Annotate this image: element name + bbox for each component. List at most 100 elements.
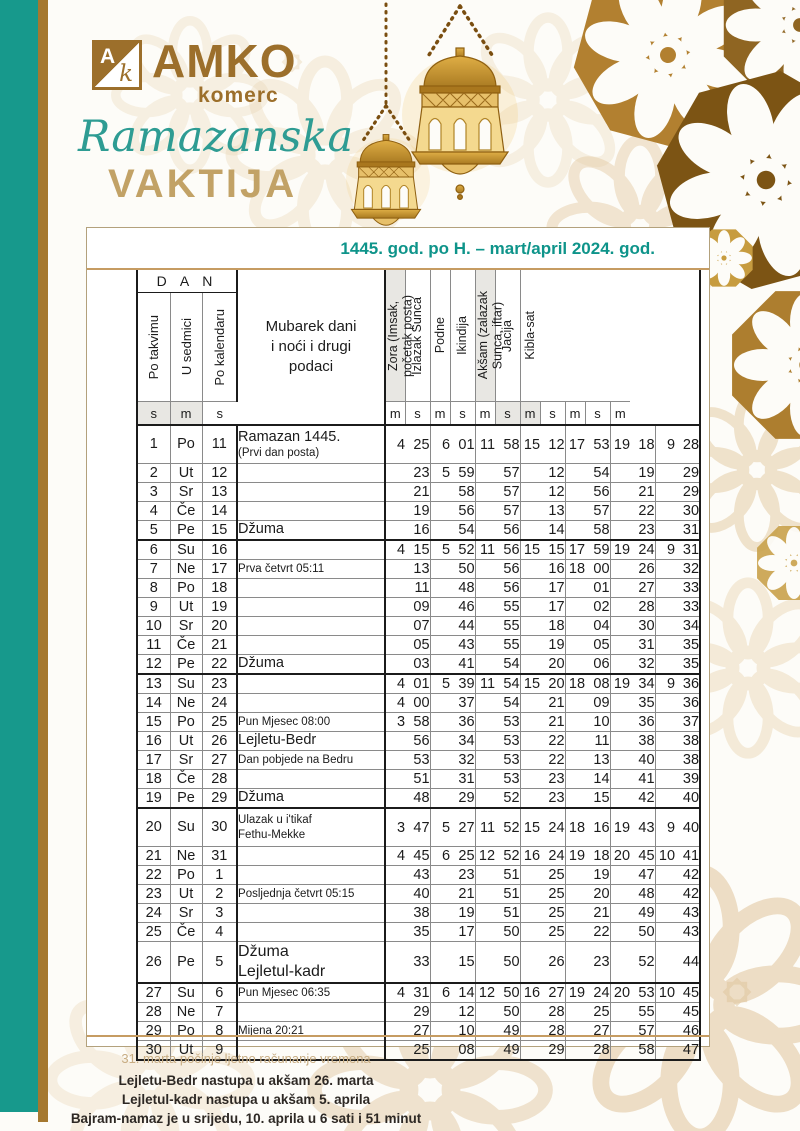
cell-note	[237, 673, 387, 694]
cell-day-week: Sr	[169, 750, 202, 770]
cell-time-s: 19	[609, 673, 631, 694]
cell-time-s	[474, 884, 496, 904]
cell-time-m: 12	[450, 1002, 476, 1022]
cell-time-s: 11	[474, 424, 496, 464]
cell-time-m: 27	[450, 807, 476, 847]
cell-time-m: 49	[495, 1021, 521, 1041]
cell-time-s	[384, 654, 406, 674]
cell-note: Ramazan 1445. (Prvi dan posta)	[237, 424, 387, 464]
cell-time-s: 15	[519, 539, 541, 560]
cell-time-m: 27	[585, 1021, 611, 1041]
cell-time-m: 32	[450, 750, 476, 770]
cell-time-s	[564, 1002, 586, 1022]
cell-time-s: 19	[609, 424, 631, 464]
cell-note	[237, 693, 387, 713]
cell-time-s	[609, 616, 631, 636]
cell-time-m: 40	[675, 807, 701, 847]
cell-time-s	[654, 1021, 676, 1041]
cell-time-m: 12	[540, 463, 566, 483]
cell-note: Prva četvrt 05:11	[237, 559, 387, 579]
cell-day-calendar: 28	[201, 769, 239, 789]
cell-time-m: 13	[405, 559, 431, 579]
unit-m: m	[564, 401, 586, 425]
cell-time-m: 15	[585, 788, 611, 808]
cell-time-s	[519, 1040, 541, 1060]
cell-day-takvim: 29	[137, 1021, 170, 1041]
cell-time-s	[474, 731, 496, 751]
cell-time-s	[654, 616, 676, 636]
cell-time-s	[384, 520, 406, 540]
cell-time-m: 11	[585, 731, 611, 751]
cell-day-week: Ut	[169, 597, 202, 617]
cell-day-week: Če	[169, 501, 202, 521]
cell-time-m: 47	[630, 865, 656, 885]
cell-time-m: 05	[585, 635, 611, 655]
cell-day-calendar: 3	[201, 903, 239, 923]
cell-note: Džuma	[237, 654, 387, 674]
cell-time-s	[429, 884, 451, 904]
cell-time-m: 09	[405, 597, 431, 617]
cell-time-s	[429, 750, 451, 770]
calendar-row: 2 Ut 12 23 5 59 57 12 54 19 29	[137, 463, 701, 483]
cell-time-s	[519, 635, 541, 655]
unit-s: s	[494, 401, 521, 425]
cell-time-m: 54	[585, 463, 611, 483]
cell-time-m: 23	[540, 769, 566, 789]
calendar-row: 17 Sr 27 Dan pobjede na Bedru 53 32 53 22 13 40 38	[137, 750, 701, 770]
calendar-row: 24 Sr 3 38 19 51 25 21 49 43	[137, 903, 701, 923]
cell-time-m: 36	[675, 693, 701, 713]
cell-time-m: 35	[630, 693, 656, 713]
lantern-small-icon	[350, 2, 422, 245]
cell-time-m: 38	[675, 750, 701, 770]
footer-note-bold: Bajram-namaz je u srijedu, 10. aprila u …	[70, 1111, 422, 1127]
cell-day-week: Po	[169, 578, 202, 598]
cell-time-s	[519, 1021, 541, 1041]
cell-time-m: 58	[495, 424, 521, 464]
cell-time-m: 36	[630, 712, 656, 732]
cell-time-s	[609, 903, 631, 923]
gold-medallion	[560, 0, 776, 163]
cell-time-m: 56	[495, 559, 521, 579]
cell-time-s	[654, 788, 676, 808]
cell-day-calendar: 19	[201, 597, 239, 617]
cell-time-m: 53	[495, 750, 521, 770]
cell-time-s: 9	[654, 807, 676, 847]
cell-time-m: 22	[540, 750, 566, 770]
cell-time-m: 51	[495, 903, 521, 923]
cell-time-s	[384, 750, 406, 770]
lantern-large-icon	[410, 4, 510, 201]
cell-time-s	[654, 922, 676, 942]
cell-time-s	[429, 731, 451, 751]
cell-time-s	[429, 941, 451, 983]
brand-name: AMKO	[152, 35, 297, 87]
cell-day-calendar: 30	[201, 807, 239, 847]
cell-time-m: 52	[495, 788, 521, 808]
cell-day-week: Po	[169, 424, 202, 464]
cell-time-m: 27	[540, 982, 566, 1003]
unit-m: m	[474, 401, 496, 425]
cell-time-s	[429, 501, 451, 521]
cell-time-s: 6	[429, 424, 451, 464]
cell-time-s	[609, 635, 631, 655]
cell-time-s	[384, 922, 406, 942]
cell-time-s	[384, 463, 406, 483]
cell-time-s: 4	[384, 693, 406, 713]
cell-time-m: 15	[450, 941, 476, 983]
cell-time-s: 17	[564, 539, 586, 560]
cell-day-calendar: 12	[201, 463, 239, 483]
cell-time-m: 44	[675, 941, 701, 983]
cell-time-m: 15	[405, 539, 431, 560]
info-column-header: Mubarek dani i noći i drugi podaci	[237, 270, 387, 425]
cell-time-s: 4	[384, 673, 406, 694]
cell-time-s: 19	[564, 982, 586, 1003]
cell-time-m: 43	[450, 635, 476, 655]
unit-s: s	[136, 401, 170, 425]
cell-time-s	[609, 463, 631, 483]
cell-time-m: 56	[495, 539, 521, 560]
cell-time-m: 55	[495, 616, 521, 636]
cell-time-m: 49	[630, 903, 656, 923]
cell-day-week: Če	[169, 635, 202, 655]
cell-time-m: 54	[495, 693, 521, 713]
cell-note	[237, 922, 387, 942]
cell-time-s: 11	[474, 807, 496, 847]
